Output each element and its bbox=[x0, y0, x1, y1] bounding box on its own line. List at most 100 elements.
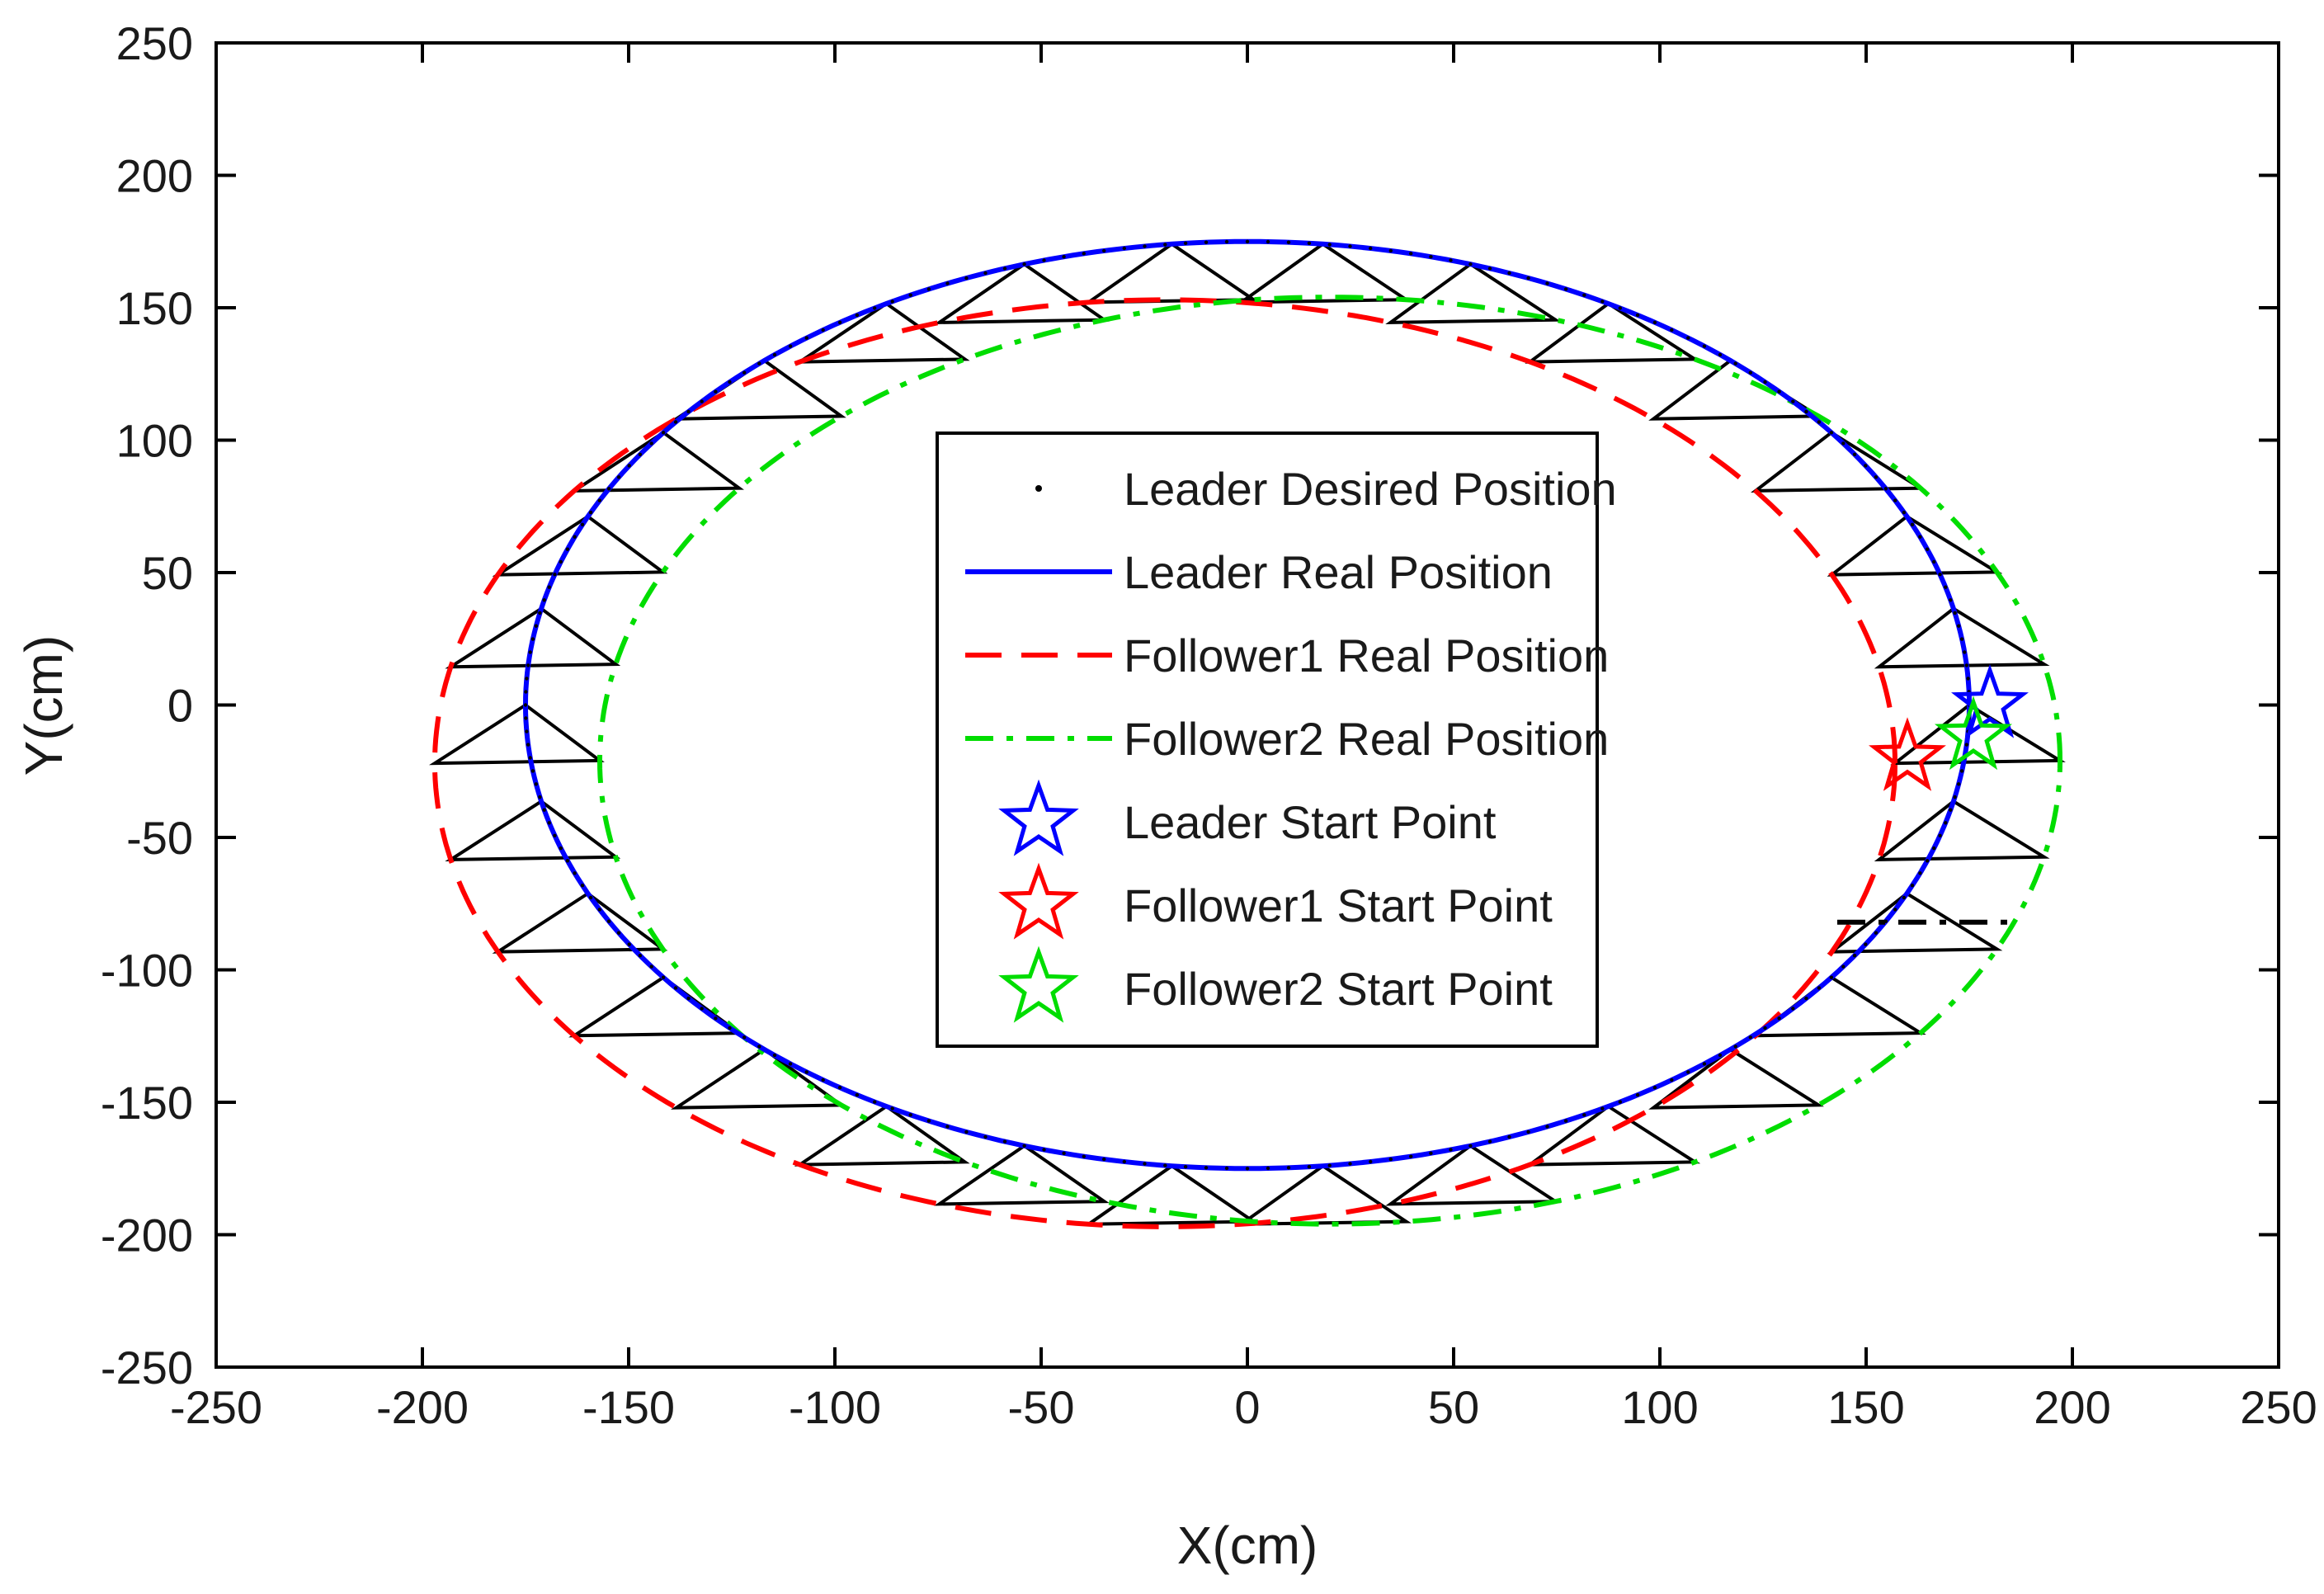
leader-desired-dot bbox=[1777, 389, 1781, 394]
leader-desired-dot bbox=[530, 637, 535, 641]
leader-desired-dot bbox=[1964, 743, 1968, 747]
leader-desired-dot bbox=[547, 821, 551, 825]
leader-desired-dot bbox=[1082, 252, 1087, 256]
leader-desired-dot bbox=[1042, 1148, 1046, 1152]
leader-desired-dot bbox=[788, 1062, 793, 1066]
leader-desired-dot bbox=[837, 320, 842, 324]
leader-desired-dot bbox=[890, 299, 894, 304]
leader-desired-dot bbox=[1369, 1159, 1373, 1164]
leader-desired-dot bbox=[1852, 452, 1857, 456]
leader-desired-dot bbox=[1957, 624, 1961, 628]
leader-desired-dot bbox=[1468, 262, 1473, 266]
leader-desired-dot bbox=[553, 833, 557, 837]
leader-desired-dot bbox=[542, 808, 546, 812]
legend-entry: Follower2 Start Point bbox=[998, 946, 1553, 1023]
leader-desired-dot bbox=[1266, 239, 1270, 244]
leader-desired-dot bbox=[1791, 1007, 1795, 1011]
y-tick-label: -50 bbox=[126, 812, 193, 864]
leader-desired-dot bbox=[1763, 1026, 1767, 1030]
leader-desired-dot bbox=[757, 361, 761, 365]
leader-desired-dot bbox=[1526, 276, 1530, 281]
leader-desired-dot bbox=[1829, 975, 1834, 979]
leader-desired-dot bbox=[1883, 487, 1888, 491]
leader-desired-dot bbox=[1545, 281, 1549, 285]
legend-label: Follower1 Start Point bbox=[1124, 880, 1553, 931]
leader-desired-dot bbox=[1652, 320, 1657, 324]
leader-desired-dot bbox=[1702, 1062, 1707, 1066]
leader-desired-dot bbox=[1959, 637, 1964, 641]
y-tick-label: 250 bbox=[116, 17, 193, 69]
leader-desired-dot bbox=[714, 1016, 718, 1021]
formation-triangle bbox=[1525, 1104, 1701, 1167]
leader-desired-dot bbox=[1102, 1157, 1106, 1162]
x-tick-label: 0 bbox=[1234, 1381, 1260, 1433]
leader-desired-dot bbox=[728, 380, 732, 384]
leader-desired-dot bbox=[945, 281, 950, 285]
leader-desired-dot bbox=[1938, 833, 1942, 837]
leader-desired-dot bbox=[1874, 931, 1879, 935]
leader-desired-dot bbox=[1002, 1139, 1007, 1144]
leader-desired-dot bbox=[1122, 246, 1127, 251]
leader-desired-dot bbox=[534, 624, 538, 628]
leader-desired-dot bbox=[1286, 240, 1291, 244]
follower2-real-position-line bbox=[596, 295, 2063, 1227]
leader-desired-dot bbox=[542, 598, 546, 602]
leader-desired-dot bbox=[1163, 243, 1167, 247]
leader-desired-dot bbox=[573, 871, 577, 875]
leader-desired-dot bbox=[1910, 522, 1915, 526]
leader-desired-dot bbox=[1487, 266, 1492, 271]
leader-desired-dot bbox=[1733, 1045, 1737, 1049]
leader-desired-dot bbox=[538, 611, 542, 615]
leader-desired-dot bbox=[1327, 1163, 1332, 1167]
leader-desired-dot bbox=[1953, 795, 1957, 799]
x-tick-label: -50 bbox=[1008, 1381, 1075, 1433]
leader-desired-dot bbox=[1718, 1053, 1723, 1058]
x-tick-label: -100 bbox=[789, 1381, 881, 1433]
x-tick-label: 150 bbox=[1827, 1381, 1904, 1433]
legend-label: Leader Start Point bbox=[1124, 796, 1497, 848]
leader-desired-dot bbox=[855, 313, 860, 318]
leader-desired-dot bbox=[1022, 262, 1026, 266]
leader-desired-dot bbox=[565, 547, 570, 551]
leader-desired-dot bbox=[1748, 1035, 1752, 1040]
leader-desired-dot bbox=[580, 522, 585, 526]
leader-desired-dot bbox=[700, 1007, 704, 1011]
leader-desired-dot bbox=[1507, 271, 1511, 276]
leader-desired-dot bbox=[524, 716, 528, 720]
leader-desired-dot bbox=[1348, 1162, 1352, 1166]
leader-desired-dot bbox=[1618, 306, 1623, 310]
formation-triangle bbox=[1648, 1047, 1824, 1110]
leader-desired-dot bbox=[1507, 1134, 1511, 1139]
leader-desired-dot bbox=[553, 573, 557, 577]
leader-desired-dot bbox=[573, 535, 577, 539]
leader-desired-dot bbox=[1902, 895, 1907, 900]
leader-desired-dot bbox=[1652, 1086, 1657, 1090]
leader-desired-dot bbox=[565, 859, 570, 863]
leader-desired-dot bbox=[1938, 573, 1942, 577]
formation-triangle bbox=[1236, 242, 1412, 304]
leader-desired-dot bbox=[1563, 1119, 1568, 1123]
legend-label: Leader Real Position bbox=[1124, 546, 1553, 598]
leader-desired-dot bbox=[788, 344, 793, 348]
leader-desired-dot bbox=[804, 336, 808, 340]
formation-triangle bbox=[1827, 514, 2003, 577]
leader-desired-dot bbox=[528, 650, 532, 654]
formation-triangle bbox=[794, 1104, 970, 1167]
leader-desired-dot bbox=[1910, 884, 1915, 888]
leader-desired-dot bbox=[1183, 241, 1188, 245]
legend-symbol-star bbox=[998, 862, 1079, 940]
leader-desired-dot bbox=[1918, 535, 1922, 539]
leader-desired-dot bbox=[772, 352, 777, 357]
leader-desired-dot bbox=[873, 306, 877, 310]
leader-desired-dot bbox=[1449, 1148, 1453, 1152]
leader-desired-dot bbox=[1949, 598, 1953, 602]
formation-triangle bbox=[429, 703, 605, 766]
y-tick-label: 100 bbox=[116, 415, 193, 467]
formation-triangle bbox=[492, 514, 668, 577]
leader-desired-dot bbox=[1022, 1144, 1026, 1148]
leader-desired-dot bbox=[1307, 241, 1312, 245]
follower1-real-position-line bbox=[431, 297, 1898, 1229]
leader-desired-dot bbox=[1718, 352, 1723, 357]
legend-label: Follower1 Real Position bbox=[1124, 630, 1609, 681]
leader-desired-dot bbox=[1582, 293, 1586, 297]
